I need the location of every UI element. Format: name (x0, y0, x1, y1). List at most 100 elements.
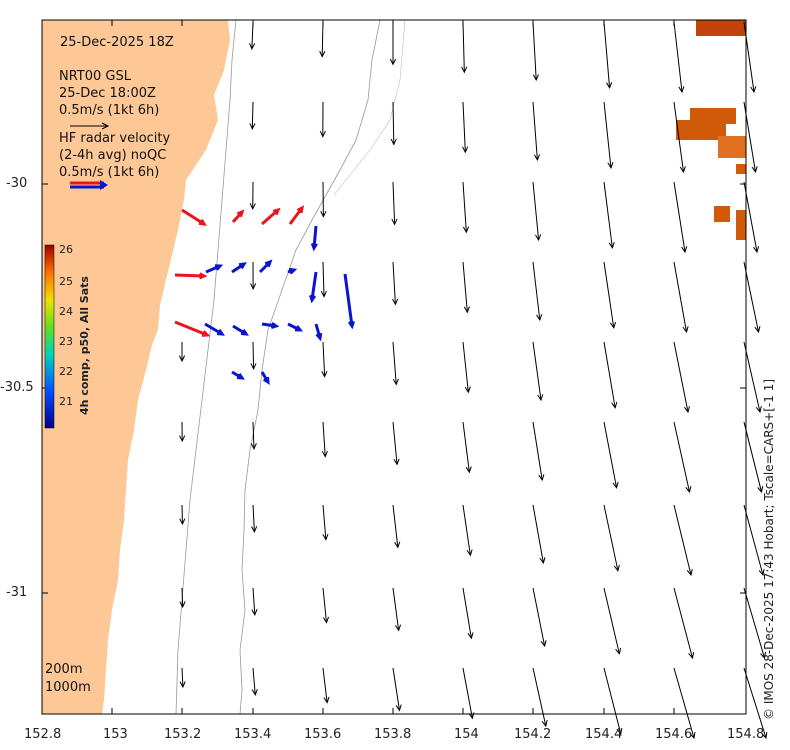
velocity-arrowhead (686, 569, 693, 577)
velocity-arrow (603, 101, 612, 168)
x-tick-label: 153.8 (374, 727, 412, 742)
velocity-arrowhead (249, 123, 256, 130)
velocity-arrowhead (760, 651, 766, 660)
velocity-arrowhead (201, 330, 211, 337)
velocity-arrow (673, 101, 684, 173)
velocity-arrowhead (315, 332, 323, 342)
velocity-arrow (532, 341, 542, 401)
velocity-arrow (743, 587, 765, 659)
velocity-arrow (181, 208, 205, 226)
velocity-arrowhead (536, 314, 543, 322)
velocity-arrow (743, 421, 762, 493)
velocity-arrowhead (240, 328, 249, 336)
velocity-arrow (322, 667, 328, 703)
velocity-arrowhead (758, 569, 765, 577)
colorbar-tick: 23 (59, 335, 73, 348)
velocity-arrow (673, 667, 695, 739)
velocity-arrowhead (761, 731, 768, 740)
velocity-arrowhead (754, 326, 761, 334)
velocity-arrowhead (309, 294, 317, 304)
velocity-arrowhead (347, 320, 355, 330)
velocity-arrow (392, 261, 396, 305)
velocity-arrowhead (250, 283, 257, 290)
velocity-arrowhead (251, 609, 258, 616)
velocity-arrowhead (678, 86, 685, 94)
velocity-arrow (181, 667, 184, 688)
velocity-arrow (252, 504, 255, 532)
velocity-arrow (673, 504, 692, 576)
velocity-arrowhead (321, 450, 328, 458)
velocity-arrowhead (688, 652, 695, 660)
velocity-arrowhead (322, 533, 329, 541)
x-tick-label: 154.2 (514, 727, 552, 742)
velocity-arrowhead (395, 704, 402, 712)
velocity-arrow (322, 421, 326, 457)
velocity-arrowhead (198, 218, 207, 226)
velocity-arrowhead (394, 624, 402, 632)
x-tick-label: 153 (103, 727, 128, 742)
velocity-arrow (322, 504, 327, 540)
velocity-arrowhead (391, 218, 398, 226)
velocity-arrow (603, 261, 615, 328)
velocity-arrow (322, 587, 327, 623)
sst-colorbar (44, 244, 55, 429)
velocity-arrowhead (249, 203, 256, 210)
velocity-arrow (743, 504, 764, 576)
radar-scale-label: 0.5m/s (1kt 6h) (59, 165, 160, 180)
x-tick-label: 154.6 (655, 727, 693, 742)
velocity-arrowhead (462, 146, 469, 154)
velocity-arrowhead (757, 486, 764, 494)
x-tick-label: 154 (454, 727, 479, 742)
velocity-arrow (174, 320, 208, 337)
velocity-arrow (743, 667, 767, 739)
x-tick-label: 153.6 (304, 727, 342, 742)
velocity-arrow (532, 421, 543, 481)
velocity-arrow (462, 421, 470, 473)
model-velocity-arrows (178, 21, 768, 740)
velocity-arrowhead (539, 557, 546, 565)
velocity-arrow (251, 21, 254, 49)
velocity-arrow (462, 341, 469, 393)
product-name: NRT00 GSL (59, 69, 131, 84)
velocity-arrowhead (319, 130, 326, 138)
velocity-arrowhead (270, 321, 280, 329)
velocity-arrow (532, 21, 537, 81)
velocity-arrow (462, 181, 467, 233)
land-mass (42, 20, 230, 714)
velocity-arrow (603, 181, 613, 248)
isobath-label-1000: 1000m (45, 680, 91, 695)
velocity-arrow (392, 421, 398, 465)
x-tick-label: 154.4 (585, 727, 623, 742)
x-tick-label: 153.2 (164, 727, 202, 742)
velocity-arrow (532, 181, 540, 241)
velocity-arrow (603, 504, 619, 571)
velocity-arrowhead (294, 325, 304, 332)
velocity-arrowhead (540, 640, 547, 648)
velocity-arrowhead (467, 632, 474, 640)
isobath-label-200: 200m (45, 662, 83, 677)
velocity-arrowhead (393, 458, 400, 466)
x-tick-label: 153.4 (234, 727, 272, 742)
velocity-arrowhead (613, 564, 620, 572)
y-tick-label: -30.5 (0, 380, 34, 395)
velocity-arrowhead (681, 246, 688, 254)
velocity-arrowhead (251, 689, 258, 696)
velocity-arrowhead (533, 154, 541, 162)
velocity-arrowhead (390, 138, 397, 146)
velocity-arrowhead (532, 74, 539, 82)
velocity-arrowhead (264, 259, 273, 268)
velocity-arrowhead (178, 355, 186, 363)
velocity-arrowhead (679, 166, 686, 174)
velocity-arrowhead (321, 370, 328, 378)
velocity-arrow (251, 101, 254, 129)
velocity-arrowhead (320, 210, 327, 218)
velocity-arrowhead (272, 207, 281, 216)
velocity-arrowhead (214, 264, 224, 271)
map-datetime: 25-Dec-2025 18Z (60, 35, 174, 50)
sst-patches (676, 20, 746, 240)
velocity-arrowhead (615, 647, 622, 655)
velocity-arrow (673, 587, 693, 659)
velocity-arrowhead (392, 298, 399, 306)
velocity-arrowhead (611, 401, 618, 409)
